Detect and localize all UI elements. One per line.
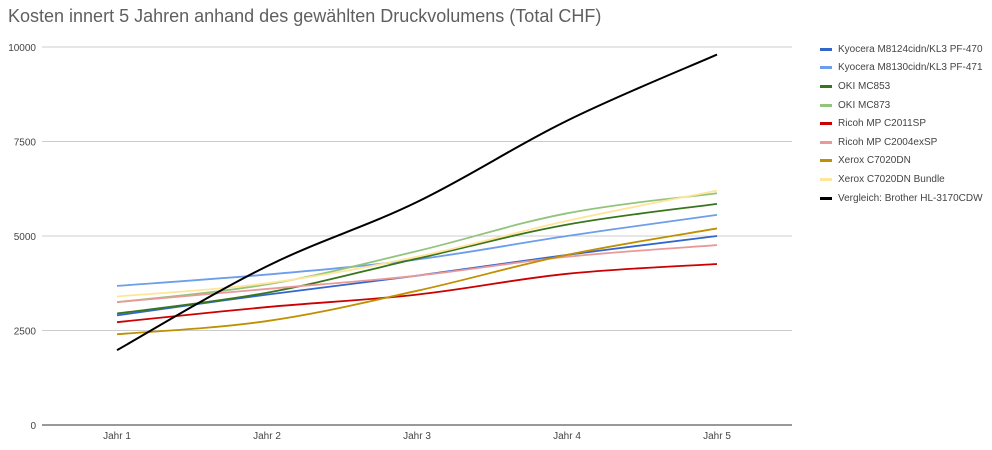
y-tick-label: 7500 — [14, 138, 37, 149]
chart-legend: Kyocera M8124cidn/KL3 PF-470 Kyocera M813… — [820, 40, 983, 207]
x-tick-label: Jahr 3 — [403, 431, 431, 442]
legend-label: Ricoh MP C2011SP — [838, 118, 927, 130]
series-line-6 — [116, 244, 718, 304]
legend-item: Xerox C7020DN — [820, 152, 983, 171]
legend-swatch — [820, 66, 832, 70]
legend-item: Kyocera M8130cidn/KL3 PF-471 — [820, 59, 983, 78]
series-line-5 — [116, 263, 718, 324]
y-tick-label: 0 — [30, 421, 36, 432]
legend-swatch — [820, 122, 832, 126]
legend-label: Vergleich: Brother HL-3170CDW — [838, 192, 983, 204]
series-line-9 — [116, 53, 718, 352]
x-tick-label: Jahr 2 — [253, 431, 281, 442]
legend-item: Ricoh MP C2011SP — [820, 114, 983, 133]
legend-label: Kyocera M8124cidn/KL3 PF-470 — [838, 43, 983, 55]
x-tick-label: Jahr 5 — [703, 431, 731, 442]
legend-item: Xerox C7020DN Bundle — [820, 170, 983, 189]
legend-label: OKI MC873 — [838, 99, 891, 111]
legend-item: Kyocera M8124cidn/KL3 PF-470 — [820, 40, 983, 59]
y-tick-label: 2500 — [14, 327, 37, 338]
legend-swatch — [820, 159, 832, 163]
legend-label: OKI MC853 — [838, 80, 891, 92]
legend-item: OKI MC873 — [820, 96, 983, 115]
legend-swatch — [820, 196, 832, 200]
legend-item: Vergleich: Brother HL-3170CDW — [820, 189, 983, 208]
series-line-4 — [116, 192, 718, 304]
legend-label: Ricoh MP C2004exSP — [838, 136, 938, 148]
legend-item: OKI MC853 — [820, 77, 983, 96]
series-line-3 — [116, 202, 718, 315]
series-line-7 — [116, 227, 718, 336]
x-tick-label: Jahr 4 — [553, 431, 581, 442]
legend-label: Kyocera M8130cidn/KL3 PF-471 — [838, 62, 983, 74]
series-line-8 — [116, 189, 718, 298]
legend-label: Xerox C7020DN — [838, 155, 911, 167]
chart-title: Kosten innert 5 Jahren anhand des gewähl… — [8, 6, 602, 26]
legend-swatch — [820, 103, 832, 107]
legend-swatch — [820, 84, 832, 88]
legend-swatch — [820, 140, 832, 144]
y-tick-label: 10000 — [8, 43, 36, 54]
y-tick-label: 5000 — [14, 232, 37, 243]
legend-item: Ricoh MP C2004exSP — [820, 133, 983, 152]
x-tick-label: Jahr 1 — [103, 431, 131, 442]
legend-swatch — [820, 177, 832, 181]
legend-swatch — [820, 47, 832, 51]
legend-label: Xerox C7020DN Bundle — [838, 173, 945, 185]
